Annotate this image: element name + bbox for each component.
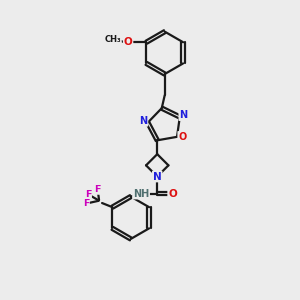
Text: N: N xyxy=(179,110,188,120)
Text: O: O xyxy=(124,37,133,47)
Text: CH₃: CH₃ xyxy=(104,35,121,44)
Text: N: N xyxy=(153,172,162,182)
Text: NH: NH xyxy=(133,189,149,199)
Text: O: O xyxy=(168,189,177,199)
Text: F: F xyxy=(85,190,91,199)
Text: O: O xyxy=(178,132,186,142)
Text: F: F xyxy=(94,185,101,194)
Text: N: N xyxy=(139,116,148,126)
Text: F: F xyxy=(82,199,89,208)
